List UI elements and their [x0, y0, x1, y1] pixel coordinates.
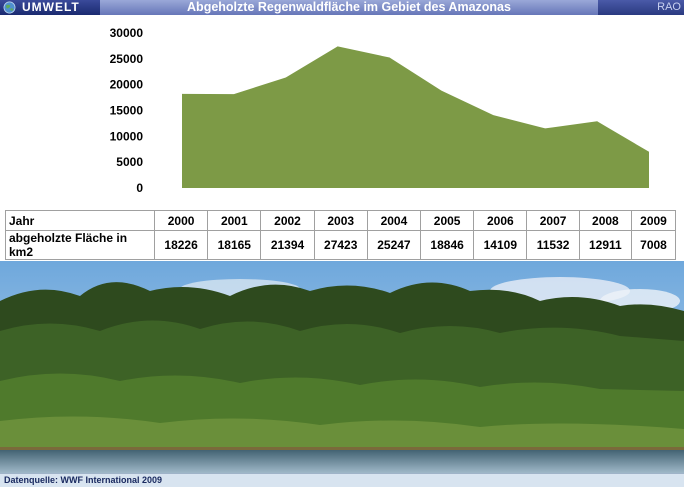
cell-year: 2005 — [420, 210, 475, 231]
cell-value: 18165 — [207, 230, 262, 260]
cell-value: 12911 — [578, 230, 633, 260]
brand-label: RAO — [598, 0, 684, 15]
cell-value: 18226 — [153, 230, 209, 260]
cell-year: 2001 — [207, 210, 262, 231]
cell-value: 7008 — [631, 230, 676, 260]
cell-year: 2004 — [366, 210, 422, 231]
y-tick-label: 30000 — [110, 26, 144, 40]
rainforest-image — [0, 261, 684, 473]
cell-year: 2000 — [153, 210, 209, 231]
row-label-year: Jahr — [5, 210, 155, 231]
header-bar: UMWELT Abgeholzte Regenwaldfläche im Geb… — [0, 0, 684, 15]
y-tick-label: 10000 — [110, 129, 144, 143]
cell-value: 14109 — [473, 230, 528, 260]
section-label: UMWELT — [22, 0, 80, 14]
y-tick-label: 25000 — [110, 52, 144, 66]
cell-year: 2002 — [260, 210, 315, 231]
cell-year: 2003 — [313, 210, 368, 231]
globe-icon — [3, 1, 16, 14]
table-row-values: abgeholzte Fläche in km2 18226 18165 21394… — [5, 230, 676, 260]
cell-value: 11532 — [526, 230, 580, 260]
y-tick-label: 0 — [136, 181, 143, 195]
page-title: Abgeholzte Regenwaldfläche im Gebiet des… — [100, 0, 598, 15]
rainforest-photo — [0, 261, 684, 473]
cell-year: 2008 — [578, 210, 633, 231]
source-footer: Datenquelle: WWF International 2009 — [0, 473, 684, 487]
series-area — [182, 46, 649, 188]
row-label-area: abgeholzte Fläche in km2 — [5, 230, 155, 260]
cell-value: 21394 — [260, 230, 315, 260]
y-tick-label: 15000 — [110, 104, 144, 118]
y-tick-label: 20000 — [110, 78, 144, 92]
cell-value: 25247 — [366, 230, 422, 260]
chart-svg: 30000 25000 20000 15000 10000 5000 0 — [110, 26, 650, 195]
y-tick-label: 5000 — [116, 155, 143, 169]
data-table: Jahr 2000 2001 2002 2003 2004 2005 2006 2007 200… — [5, 210, 676, 260]
cell-value: 18846 — [420, 230, 475, 260]
section-block: UMWELT — [0, 0, 100, 15]
cell-value: 27423 — [313, 230, 368, 260]
table-row-years: Jahr 2000 2001 2002 2003 2004 2005 2006 2007 200… — [5, 210, 676, 231]
area-chart: 30000 25000 20000 15000 10000 5000 0 — [0, 22, 684, 212]
cell-year: 2006 — [473, 210, 528, 231]
source-text: Datenquelle: WWF International 2009 — [4, 475, 163, 485]
cell-year: 2009 — [631, 210, 676, 231]
cell-year: 2007 — [526, 210, 580, 231]
